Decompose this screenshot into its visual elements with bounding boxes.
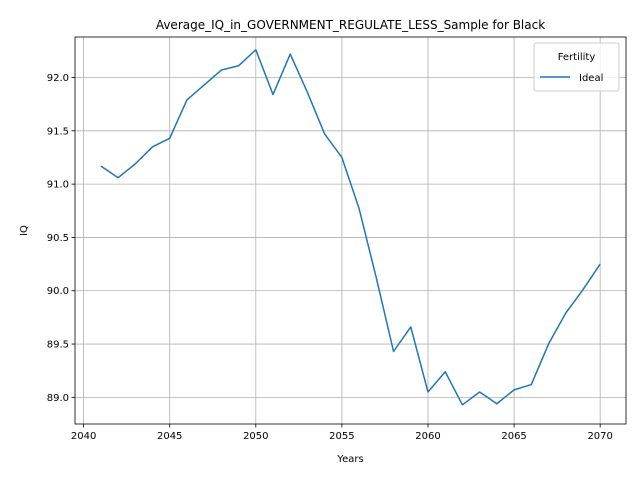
legend-title: Fertility (558, 52, 596, 63)
y-axis-label: IQ (19, 225, 30, 236)
series-line-ideal (100, 49, 601, 406)
grid-layer (75, 37, 626, 424)
y-tick-label: 92.0 (47, 73, 69, 84)
x-tick-label: 2060 (415, 431, 440, 442)
y-tick-label: 91.0 (47, 180, 69, 191)
x-tick-label: 2065 (501, 431, 526, 442)
x-tick-label: 2040 (71, 431, 96, 442)
x-tick-label: 2055 (329, 431, 354, 442)
y-tick-label: 89.0 (47, 393, 69, 404)
x-tick-label: 2045 (157, 431, 182, 442)
legend-label-ideal: Ideal (579, 73, 603, 84)
y-tick-label: 89.5 (47, 340, 69, 351)
x-tick-label: 2050 (243, 431, 268, 442)
plot-frame (74, 36, 627, 425)
tick-layer: 2040 2045 2050 2055 2060 2065 2070 89.0 89.5 90.0… (47, 73, 613, 442)
y-tick-label: 90.0 (47, 286, 69, 297)
x-axis-label: Years (336, 454, 363, 465)
y-tick-label: 90.5 (47, 233, 69, 244)
series-layer (100, 49, 601, 406)
x-tick-label: 2070 (587, 431, 612, 442)
chart-title: Average_IQ_in_GOVERNMENT_REGULATE_LESS_S… (156, 18, 545, 32)
y-tick-label: 91.5 (47, 126, 69, 137)
legend: Fertility Ideal (533, 42, 620, 92)
legend-box (533, 42, 620, 92)
